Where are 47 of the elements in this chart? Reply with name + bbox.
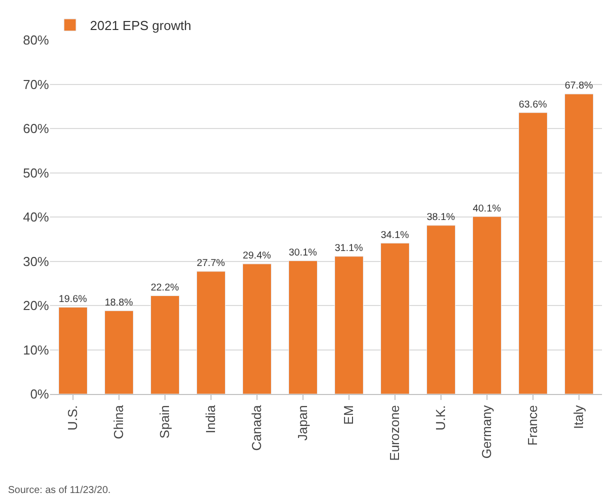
y-tick-label: 70%	[22, 76, 50, 92]
data-label: 19.6%	[58, 294, 88, 305]
data-label: 18.8%	[104, 298, 134, 309]
bar	[104, 310, 134, 394]
x-tick-label: Spain	[157, 405, 172, 438]
bar	[242, 264, 272, 394]
x-tick-label: Japan	[295, 405, 310, 441]
x-tick-label: Canada	[249, 404, 264, 451]
bar	[472, 216, 502, 394]
data-label: 22.2%	[150, 282, 180, 294]
x-tick-label: EM	[341, 405, 356, 425]
x-tick-label: France	[525, 405, 540, 446]
x-tick-label: Germany	[479, 404, 494, 459]
x-tick-label: U.K.	[433, 405, 448, 430]
bar	[380, 242, 410, 394]
bar	[426, 225, 456, 394]
x-tick-label: U.S.	[65, 405, 80, 430]
y-tick-label: 30%	[22, 254, 50, 269]
data-label: 38.1%	[426, 212, 456, 224]
data-label: 30.1%	[288, 248, 318, 259]
bar	[288, 260, 318, 394]
data-label: 34.1%	[380, 230, 410, 241]
y-tick-label: 10%	[22, 342, 50, 358]
data-label: 31.1%	[334, 243, 364, 254]
source-note: Source: as of 11/23/20.	[8, 485, 111, 496]
x-tick-label: China	[111, 404, 126, 440]
data-label: 67.8%	[564, 80, 594, 92]
bar	[334, 256, 364, 394]
y-tick-label: 60%	[22, 121, 50, 136]
x-tick-label: Eurozone	[387, 405, 402, 461]
y-tick-label: 40%	[22, 210, 50, 225]
bar	[150, 296, 180, 394]
bar	[518, 112, 548, 394]
y-tick-label: 0%	[30, 386, 50, 402]
data-label: 40.1%	[472, 203, 502, 214]
x-tick-label: Italy	[571, 404, 586, 430]
data-label: 29.4%	[242, 250, 272, 262]
legend-label: 2021 EPS growth	[90, 18, 192, 34]
bar	[58, 307, 88, 394]
y-tick-label: 20%	[22, 298, 50, 314]
x-tick-label: India	[203, 404, 218, 434]
bar	[196, 271, 226, 394]
data-label: 63.6%	[518, 99, 548, 110]
bar	[564, 94, 594, 394]
y-tick-label: 50%	[22, 165, 50, 180]
y-tick-label: 80%	[22, 32, 50, 48]
data-label: 27.7%	[196, 258, 226, 270]
